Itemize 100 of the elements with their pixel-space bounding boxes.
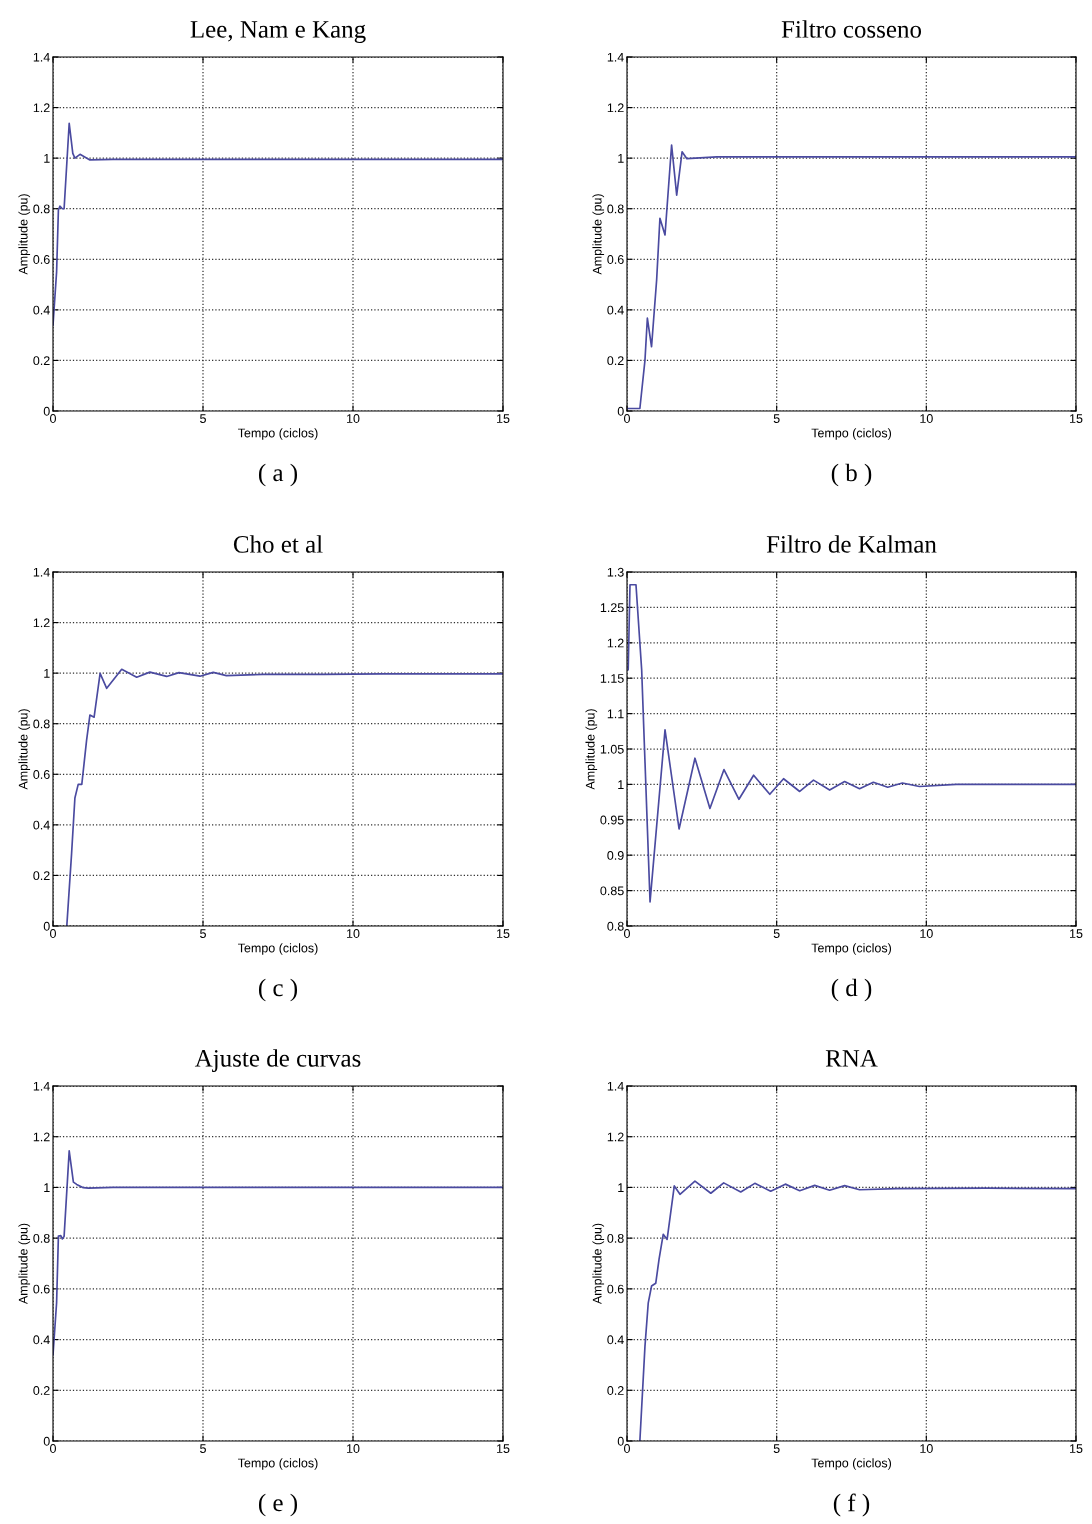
- x-axis-title: Tempo (ciclos): [238, 428, 318, 440]
- y-tick-label: 1.2: [33, 103, 50, 113]
- x-tick-label: 0: [624, 929, 630, 938]
- y-tick-label: 0.2: [33, 356, 50, 366]
- y-tick-label: 1.4: [607, 52, 624, 62]
- y-tick-label: 0.4: [607, 1335, 624, 1345]
- chart-title: RNA: [825, 1050, 878, 1067]
- y-tick-label: 1.2: [33, 1132, 50, 1142]
- y-tick-label: 0.4: [33, 305, 50, 315]
- x-tick-label: 10: [920, 929, 933, 938]
- y-tick-label: 1.4: [33, 52, 50, 62]
- x-tick-label: 15: [497, 929, 510, 938]
- text: ( e ): [258, 1493, 298, 1517]
- y-tick-label: 0.2: [33, 1386, 50, 1395]
- chart-title: Ajuste de curvas: [194, 1049, 361, 1072]
- y-tick-label: 1.2: [607, 638, 624, 648]
- y-tick-label: 0.6: [607, 255, 624, 264]
- x-tick-label: 0: [50, 414, 56, 423]
- y-tick-label: 0.6: [33, 770, 50, 779]
- y-tick-label: 0: [43, 406, 50, 416]
- x-tick-label: 0: [50, 929, 56, 938]
- x-tick-label: 10: [920, 414, 933, 423]
- y-tick-label: 0.85: [600, 886, 624, 896]
- y-tick-label: 1: [618, 1183, 624, 1192]
- y-tick-label: 1.05: [600, 744, 624, 754]
- x-axis-title: Tempo (ciclos): [811, 428, 892, 440]
- y-tick-label: 1.1: [607, 709, 624, 719]
- x-axis-title: Tempo (ciclos): [811, 943, 892, 955]
- x-tick-label: 0: [50, 1444, 56, 1453]
- x-tick-label: 15: [1070, 1444, 1083, 1453]
- chart-title: Lee, Nam e Kang: [190, 21, 366, 43]
- y-tick-label: 0.4: [33, 1335, 50, 1345]
- y-tick-label: 0.8: [33, 1233, 50, 1243]
- y-tick-label: 1.2: [607, 1132, 624, 1142]
- y-tick-label: 0.6: [607, 1284, 624, 1294]
- y-tick-label: 1.15: [600, 674, 624, 683]
- x-tick-label: 15: [497, 414, 510, 423]
- y-tick-label: 1.4: [607, 1081, 624, 1091]
- y-tick-label: 0.2: [33, 871, 50, 881]
- y-tick-label: 0: [43, 921, 50, 931]
- x-tick-label: 15: [1070, 929, 1083, 938]
- y-tick-label: 1.4: [33, 567, 50, 577]
- line-series: [65, 668, 503, 926]
- y-axis-title: Amplitude (pu): [585, 709, 598, 790]
- y-tick-label: 1.25: [600, 603, 624, 613]
- y-tick-label: 0.4: [607, 305, 624, 315]
- y-tick-label: 0.6: [33, 1284, 50, 1294]
- y-tick-label: 0: [617, 1436, 624, 1446]
- x-tick-label: 10: [347, 929, 360, 938]
- y-tick-label: 1: [44, 1183, 50, 1192]
- y-tick-label: 0.2: [607, 356, 624, 366]
- x-tick-label: 5: [200, 1444, 206, 1453]
- y-tick-label: 0.9: [607, 851, 624, 860]
- x-tick-label: 0: [624, 1444, 630, 1453]
- x-axis-title: Tempo (ciclos): [811, 1458, 892, 1470]
- y-tick-label: 0.8: [33, 719, 50, 729]
- chart-title: Cho et al: [233, 535, 323, 553]
- y-tick-label: 0.8: [607, 1233, 624, 1243]
- y-tick-label: 1: [618, 154, 624, 163]
- y-tick-label: 0.95: [600, 815, 624, 825]
- y-tick-label: 0.8: [33, 204, 50, 214]
- y-tick-label: 0.8: [607, 921, 624, 931]
- y-tick-label: 1: [618, 780, 624, 789]
- x-tick-label: 15: [497, 1444, 510, 1453]
- y-tick-label: 1.4: [33, 1081, 50, 1091]
- chart-title: Filtro cosseno: [781, 20, 922, 38]
- y-tick-label: 0.2: [607, 1386, 624, 1395]
- x-axis-title: Tempo (ciclos): [238, 943, 318, 955]
- x-tick-label: 5: [773, 1444, 780, 1453]
- y-tick-label: 0: [43, 1436, 50, 1446]
- y-tick-label: 1.3: [607, 567, 624, 577]
- y-tick-label: 1.2: [607, 103, 624, 113]
- x-tick-label: 15: [1070, 414, 1083, 423]
- x-tick-label: 0: [624, 414, 630, 423]
- y-tick-label: 0.6: [33, 255, 50, 264]
- line-series: [639, 1180, 1076, 1441]
- text: ( b ): [831, 463, 872, 487]
- line-series: [627, 583, 1076, 903]
- text: ( d ): [831, 978, 872, 1002]
- y-axis-title: Amplitude (pu): [18, 1223, 31, 1305]
- y-tick-label: 0.4: [33, 820, 50, 830]
- x-tick-label: 10: [347, 414, 360, 423]
- x-tick-label: 5: [200, 929, 206, 938]
- x-tick-label: 5: [200, 414, 206, 423]
- chart-title: Filtro de Kalman: [766, 535, 937, 553]
- y-axis-title: Amplitude (pu): [18, 709, 31, 790]
- x-tick-label: 10: [347, 1444, 360, 1453]
- y-tick-label: 1: [44, 669, 50, 678]
- text: ( f ): [833, 1493, 870, 1517]
- text: ( c ): [258, 978, 298, 1002]
- y-tick-label: 0: [617, 406, 624, 416]
- x-tick-label: 5: [773, 414, 780, 423]
- y-axis-title: Amplitude (pu): [592, 1223, 605, 1305]
- x-axis-title: Tempo (ciclos): [238, 1458, 318, 1470]
- x-tick-label: 5: [773, 929, 780, 938]
- x-tick-label: 10: [920, 1444, 933, 1453]
- y-axis-title: Amplitude (pu): [592, 194, 605, 275]
- y-axis-title: Amplitude (pu): [18, 194, 31, 275]
- y-tick-label: 0.8: [607, 204, 624, 214]
- y-tick-label: 1.2: [33, 618, 50, 628]
